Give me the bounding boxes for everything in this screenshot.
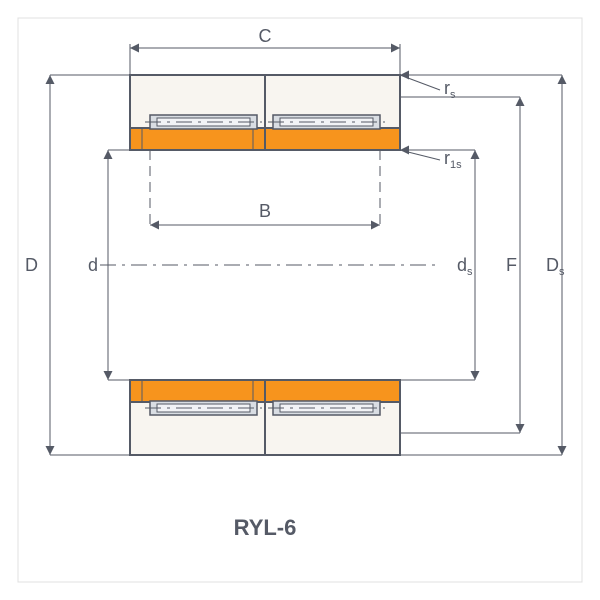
dim-B: B [259,201,271,221]
diagram-title: RYL-6 [234,515,297,540]
bearing-cross-section-diagram: CBDddsFDsrsr1sRYL-6 [0,0,600,600]
dim-C: C [259,26,272,46]
dim-d: d [88,255,98,275]
label-r1s: r1s [444,148,462,171]
dim-F: F [506,255,517,275]
label-rs: rs [444,78,456,101]
dim-D: D [25,255,38,275]
dim-ds: ds [457,255,473,278]
